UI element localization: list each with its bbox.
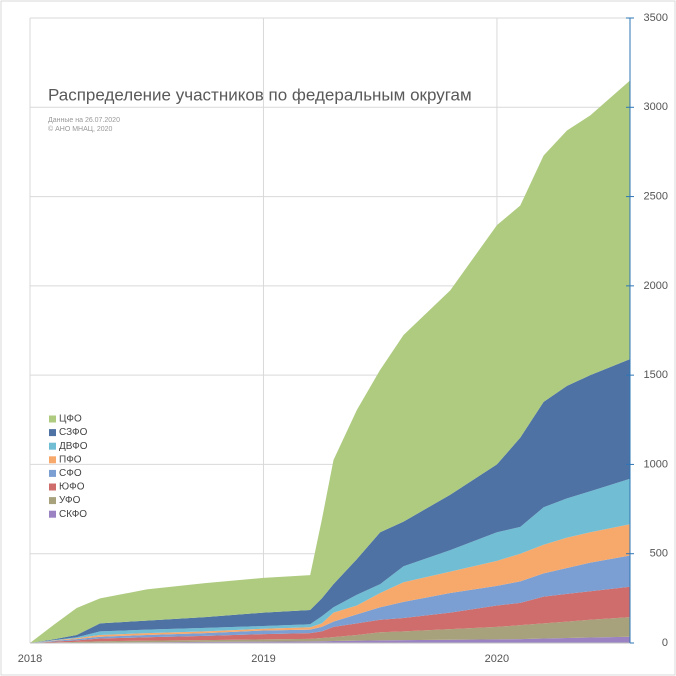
legend-marker [49, 510, 56, 518]
legend-label: ПФО [59, 454, 82, 465]
legend-label: ЮФО [59, 482, 85, 493]
area [30, 478, 630, 643]
area [30, 617, 630, 643]
legend-marker [49, 429, 56, 437]
area [30, 636, 630, 643]
legend-marker [49, 469, 56, 477]
subtitle: Данные на 26.07.2020 [48, 117, 120, 124]
y-tick-label: 3500 [644, 12, 668, 24]
legend-marker [49, 442, 56, 450]
y-tick-label: 1000 [644, 458, 668, 470]
area [30, 524, 630, 643]
legend-label: ДВФО [59, 441, 88, 452]
legend-label: СФО [59, 468, 82, 479]
chart-title: Распределение участников по федеральным … [48, 85, 472, 104]
legend-marker [49, 415, 56, 423]
y-tick-label: 2500 [644, 190, 668, 202]
x-tick-label: 2019 [251, 653, 275, 665]
x-tick-label: 2018 [18, 653, 42, 665]
legend-label: УФО [59, 495, 81, 506]
y-tick-label: 3000 [644, 101, 668, 113]
y-tick-label: 0 [662, 637, 668, 649]
legend-marker [49, 483, 56, 491]
area [30, 80, 630, 643]
legend-label: ЦФО [59, 414, 82, 425]
x-tick-label: 2020 [485, 653, 509, 665]
y-tick-label: 500 [650, 548, 668, 560]
y-tick-label: 1500 [644, 369, 668, 381]
area [30, 555, 630, 643]
area [30, 586, 630, 643]
legend-label: СЗФО [59, 427, 88, 438]
legend-marker [49, 456, 56, 464]
legend-label: СКФО [59, 509, 87, 520]
legend-marker [49, 497, 56, 505]
area [30, 359, 630, 643]
y-tick-label: 2000 [644, 280, 668, 292]
subtitle: © АНО МНАЦ, 2020 [48, 125, 113, 133]
